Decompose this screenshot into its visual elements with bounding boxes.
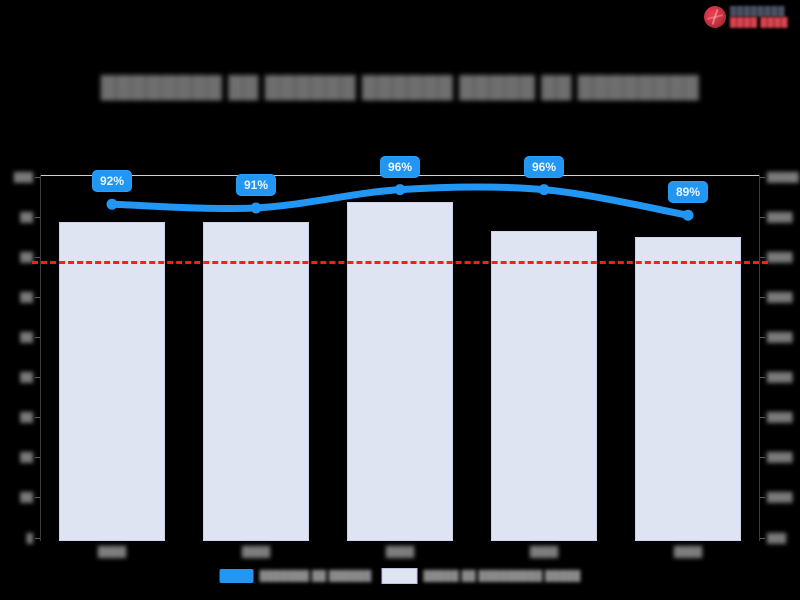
y-tick-right xyxy=(760,337,765,339)
y-tick-right xyxy=(760,217,765,219)
legend-item-line[interactable]: ███████ ██ ██████ xyxy=(219,569,372,583)
chart-legend: ███████ ██ ██████ █████ ██ █████████ ███… xyxy=(212,564,589,588)
chart-title: ████████ ██ ██████ ██████ █████ ██ █████… xyxy=(100,76,700,99)
y-axis-right xyxy=(759,175,760,541)
y-tick-left xyxy=(35,217,40,219)
y-tick-left xyxy=(35,297,40,299)
line-series-group xyxy=(106,183,694,221)
x-tick-label: ████ xyxy=(385,547,415,558)
x-tick-label: ████ xyxy=(673,547,703,558)
y-tick-label-right: ████ xyxy=(767,332,793,343)
line-marker[interactable] xyxy=(394,184,406,196)
line-marker[interactable] xyxy=(538,184,550,196)
y-tick-label-left: ██ xyxy=(20,412,33,423)
bar[interactable] xyxy=(491,230,597,541)
y-tick-left xyxy=(35,417,40,419)
plot-area: ███ ██ ██ ██ ██ ██ ██ ██ ██ █ █████ ████ ████ ████ ██… xyxy=(14,155,799,558)
x-tick-label: ████ xyxy=(97,547,127,558)
y-tick-left xyxy=(35,177,40,178)
y-tick-right xyxy=(760,457,765,459)
y-tick-label-left: ██ xyxy=(20,252,33,263)
y-tick-label-right: ███ xyxy=(767,532,787,543)
bar[interactable] xyxy=(203,221,309,541)
y-tick-label-right: █████ xyxy=(767,172,799,182)
y-tick-right xyxy=(760,297,765,299)
legend-label-bar: █████ ██ █████████ █████ xyxy=(423,570,581,582)
y-tick-label-right: ████ xyxy=(767,372,793,383)
line-marker[interactable] xyxy=(106,198,118,210)
y-tick-label-left: ██ xyxy=(20,372,33,383)
y-tick-label-right: ████ xyxy=(767,492,793,503)
line-marker[interactable] xyxy=(682,209,694,221)
logo-emblem-icon xyxy=(703,6,726,28)
legend-swatch-bar-icon xyxy=(381,568,418,584)
y-tick-label-left: ███ xyxy=(13,172,33,182)
y-tick-label-left: ██ xyxy=(20,292,33,303)
y-tick-right xyxy=(760,537,765,539)
y-tick-label-right: ████ xyxy=(767,212,793,223)
logo-line-1: ████████ xyxy=(729,6,785,16)
line-marker[interactable] xyxy=(250,202,262,214)
bar[interactable] xyxy=(347,202,453,541)
y-tick-label-left: ██ xyxy=(20,332,33,343)
y-tick-left xyxy=(35,337,40,339)
y-tick-left xyxy=(35,497,40,499)
y-tick-label-right: ████ xyxy=(767,452,793,463)
data-label: 96% xyxy=(523,155,565,178)
y-tick-label-right: ████ xyxy=(767,412,793,423)
y-tick-left xyxy=(35,457,40,459)
x-tick-label: ████ xyxy=(529,547,559,558)
y-tick-right xyxy=(760,257,765,259)
x-tick-label: ████ xyxy=(241,547,271,558)
data-label: 96% xyxy=(379,155,421,178)
y-tick-right xyxy=(760,417,765,419)
bar[interactable] xyxy=(59,221,165,541)
bar[interactable] xyxy=(635,237,741,541)
legend-label-line: ███████ ██ ██████ xyxy=(259,570,372,582)
data-label: 92% xyxy=(91,170,133,193)
legend-item-bar[interactable]: █████ ██ █████████ █████ xyxy=(381,568,580,584)
data-label: 89% xyxy=(667,181,709,204)
y-tick-label-right: ████ xyxy=(767,252,793,263)
y-tick-right xyxy=(760,177,765,178)
logo-line-2: ████ ████ xyxy=(729,17,788,27)
y-tick-left xyxy=(35,377,40,379)
y-tick-label-left: ██ xyxy=(20,452,33,463)
y-tick-label-left: ██ xyxy=(20,212,33,223)
y-tick-right xyxy=(760,377,765,379)
y-tick-label-left: █ xyxy=(26,532,33,543)
brand-logo: ████████ ████ ████ xyxy=(700,4,792,30)
data-label: 91% xyxy=(235,173,277,196)
legend-swatch-line-icon xyxy=(219,569,254,583)
y-axis-left xyxy=(40,175,41,541)
logo-wordmark: ████████ ████ ████ xyxy=(730,7,788,27)
y-tick-label-left: ██ xyxy=(20,492,33,503)
y-tick-label-right: ████ xyxy=(767,292,793,303)
target-threshold-line xyxy=(32,261,768,265)
y-tick-left xyxy=(35,257,40,259)
y-tick-left xyxy=(35,537,40,539)
y-tick-right xyxy=(760,497,765,499)
